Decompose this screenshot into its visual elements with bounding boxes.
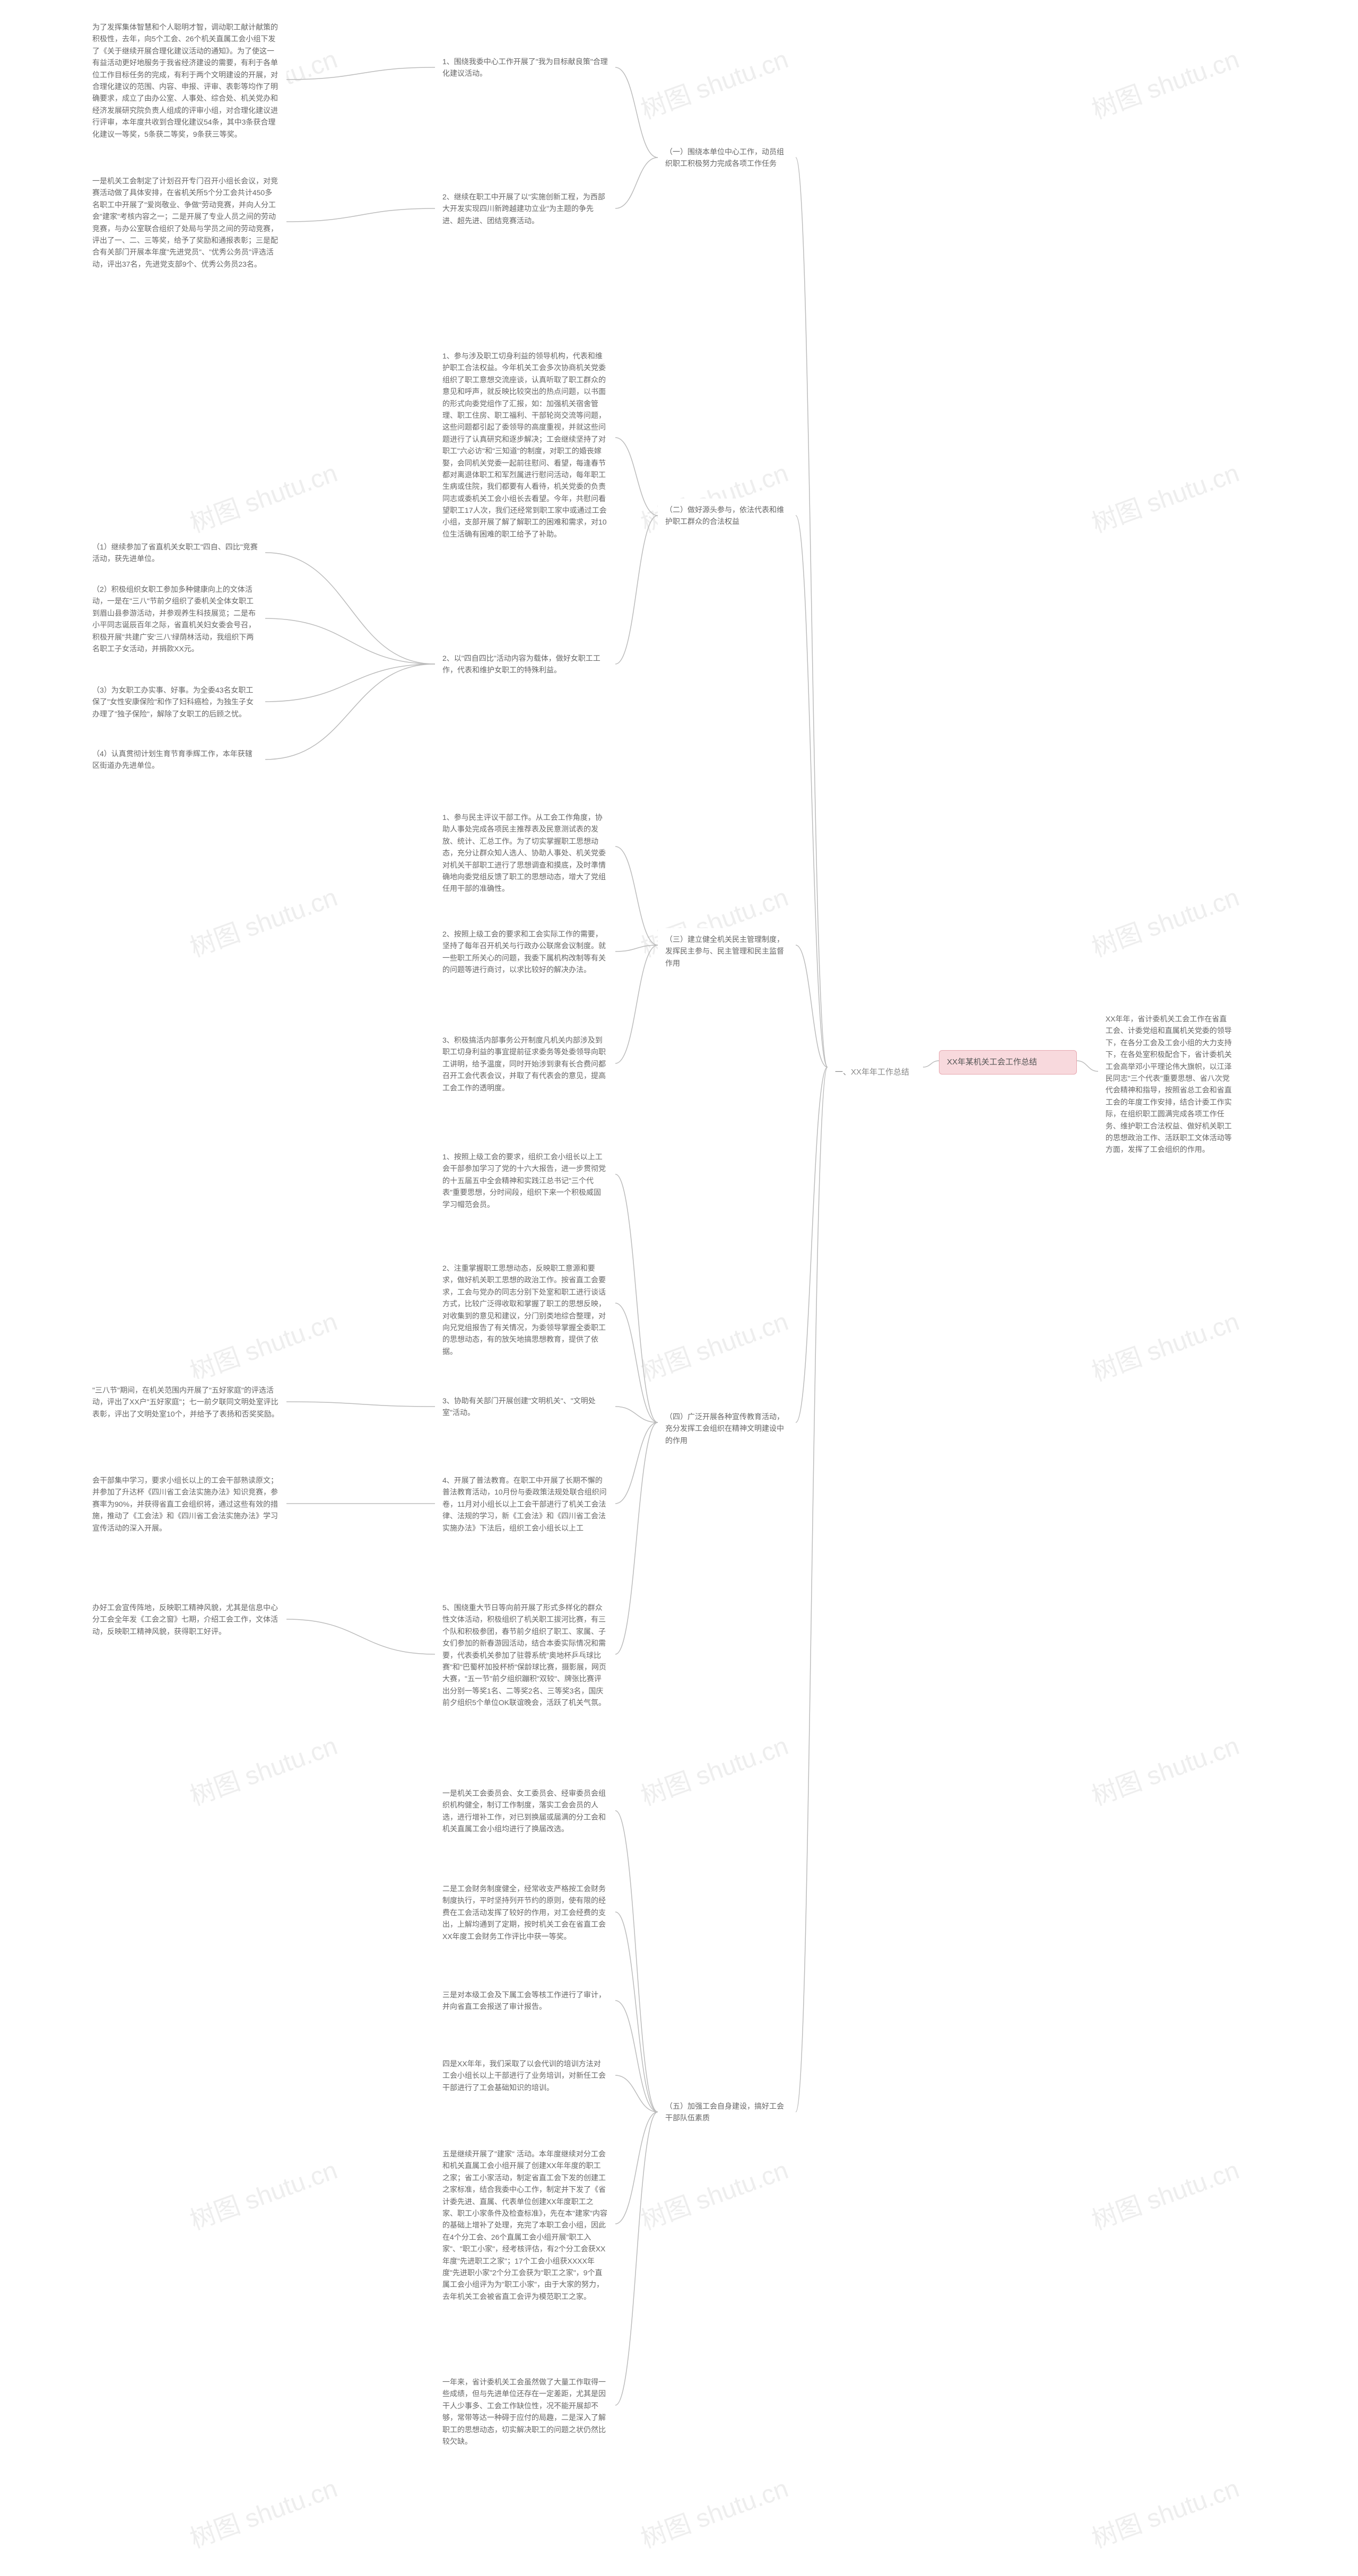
mindmap-node: 2、以"四自四比"活动内容为载体，做好女职工工作，代表和维护女职工的特殊利益。 <box>435 647 615 682</box>
mindmap-node: 4、开展了普法教育。在职工中开展了长期不懈的普法教育活动，10月份与委政策法规处… <box>435 1469 615 1539</box>
root-detail-node: XX年年，省计委机关工会工作在省直工会、计委党组和直属机关党委的领导下，在各分工… <box>1098 1008 1241 1161</box>
watermark: 树图 shutu.cn <box>1086 1725 1243 1812</box>
mindmap-node: （3）为女职工办实事、好事。为全委43名女职工保了"女性安康保险"和作了妇科癌检… <box>85 679 265 725</box>
mindmap-node: （三）建立健全机关民主管理制度，发挥民主参与、民主管理和民主监督作用 <box>658 928 796 974</box>
mindmap-node: 三是对本级工会及下属工会等核工作进行了审计，并向省直工会报送了审计报告。 <box>435 1984 615 2018</box>
watermark: 树图 shutu.cn <box>184 1300 342 1388</box>
mindmap-node: "三八节"期间，在机关范围内开展了"五好家庭"的评选活动，评出了XX户"五好家庭… <box>85 1379 286 1425</box>
watermark: 树图 shutu.cn <box>635 2467 793 2555</box>
watermark: 树图 shutu.cn <box>635 38 793 126</box>
mindmap-node: 一是机关工会制定了计划召开专门召开小组长会议，对竞赛活动做了具体安排，在省机关所… <box>85 170 286 275</box>
watermark: 树图 shutu.cn <box>184 1725 342 1812</box>
mindmap-node: 1、按照上级工会的要求，组织工会小组长以上工会干部参加学习了党的十六大报告，进一… <box>435 1146 615 1216</box>
root-node: XX年某机关工会工作总结 <box>939 1050 1077 1075</box>
watermark: 树图 shutu.cn <box>635 1725 793 1812</box>
watermark: 树图 shutu.cn <box>1086 452 1243 539</box>
watermark: 树图 shutu.cn <box>184 876 342 964</box>
mindmap-node: （4）认真贯彻计划生育节育季辉工作，本年获辖区街道办先进单位。 <box>85 743 265 777</box>
mindmap-node: 2、按照上级工会的要求和工会实际工作的需要，坚持了每年召开机关与行政办公联席会议… <box>435 923 615 981</box>
mindmap-node: 一是机关工会委员会、女工委员会、经审委员会组织机构健全，制订工作制度，落实工会会… <box>435 1782 615 1840</box>
mindmap-node: 3、积极搞活内部事务公开制度凡机关内部涉及到职工切身利益的事宜提前征求委务等处委… <box>435 1029 615 1099</box>
mindmap-node: 2、注重掌握职工思想动态，反映职工意源和要求，做好机关职工思想的政治工作。按省直… <box>435 1257 615 1363</box>
mindmap-node: 3、协助有关部门开展创建"文明机关"、"文明处室"活动。 <box>435 1390 615 1424</box>
mindmap-node: （五）加强工会自身建设，搞好工会干部队伍素质 <box>658 2095 796 2129</box>
watermark: 树图 shutu.cn <box>635 1300 793 1388</box>
watermark: 树图 shutu.cn <box>1086 38 1243 126</box>
mindmap-node: 四是XX年年，我们采取了以会代训的培训方法对工会小组长以上干部进行了业务培训，对… <box>435 2053 615 2099</box>
level1-node: 一、XX年年工作总结 <box>828 1061 917 1084</box>
mindmap-node: （四）广泛开展各种宣传教育活动，充分发挥工会组织在精神文明建设中的作用 <box>658 1405 796 1452</box>
watermark: 树图 shutu.cn <box>184 452 342 539</box>
mindmap-node: 2、继续在职工中开展了以"实施创新工程，为西部大开发实现四川新跨越建功立业"为主… <box>435 186 615 232</box>
mindmap-node: 会干部集中学习，要求小组长以上的工会干部熟读原文；并参加了升达杯《四川省工会法实… <box>85 1469 286 1539</box>
mindmap-node: 1、围绕我委中心工作开展了"我为目标献良策"合理化建议活动。 <box>435 50 615 85</box>
mindmap-node: （一）围绕本单位中心工作，动员组织职工积极努力完成各项工作任务 <box>658 141 796 175</box>
mindmap-node: 五是继续开展了"建家" 活动。本年度继续对分工会和机关直属工会小组开展了创建XX… <box>435 2143 615 2308</box>
mindmap-node: （1）继续参加了省直机关女职工"四自、四比"竞赛活动，获先进单位。 <box>85 536 265 570</box>
connector-layer <box>0 0 1358 2576</box>
mindmap-node: 一年来，省计委机关工会虽然做了大量工作取得一些成绩，但与先进单位还存在一定差距，… <box>435 2371 615 2452</box>
mindmap-node: 办好工会宣传阵地，反映职工精神风貌，尤其是信息中心分工会全年发《工会之窗》七期，… <box>85 1596 286 1643</box>
watermark: 树图 shutu.cn <box>1086 2467 1243 2555</box>
watermark: 树图 shutu.cn <box>184 2467 342 2555</box>
watermark: 树图 shutu.cn <box>1086 2149 1243 2237</box>
mindmap-node: （2）积极组织女职工参加多种健康向上的文体活动，一是在"三八"节前夕组织了委机关… <box>85 578 265 660</box>
mindmap-node: 为了发挥集体智慧和个人聪明才智，调动职工献计献策的积极性，去年，向5个工会、26… <box>85 16 286 145</box>
mindmap-node: 二是工会财务制度健全，经常收支严格按工会财务制度执行，平时坚持列开节约的原则，使… <box>435 1878 615 1948</box>
mindmap-node: 5、围绕重大节日等向前开展了形式多样化的群众性文体活动，积极组织了机关职工拔河比… <box>435 1596 615 1714</box>
watermark: 树图 shutu.cn <box>184 2149 342 2237</box>
mindmap-node: 1、参与民主评议干部工作。从工会工作角度，协助人事处完成各项民主推荐表及民意测试… <box>435 806 615 900</box>
mindmap-node: 1、参与涉及职工切身利益的领导机构，代表和维护职工合法权益。今年机关工会多次协商… <box>435 345 615 545</box>
watermark: 树图 shutu.cn <box>1086 876 1243 964</box>
mindmap-node: （二）做好源头参与，依法代表和维护职工群众的合法权益 <box>658 499 796 533</box>
watermark: 树图 shutu.cn <box>1086 1300 1243 1388</box>
watermark: 树图 shutu.cn <box>635 2149 793 2237</box>
